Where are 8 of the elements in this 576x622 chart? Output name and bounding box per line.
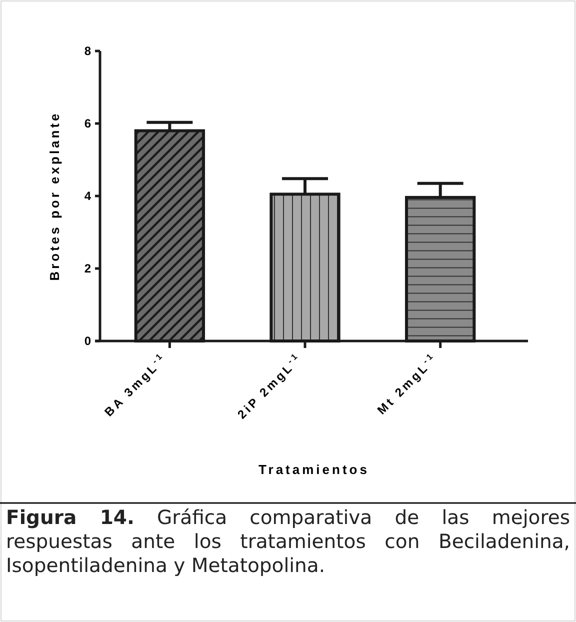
- y-axis-title: Brotes por explante: [47, 111, 62, 281]
- y-tick-label: 6: [84, 116, 92, 131]
- text: Figura 14. Gráfica comparativa de las mejores respuestas ante los tratamientos con Beciladenina, Isopentiladenina y Metatopolina.: [6, 506, 570, 578]
- y-tick-label: 2: [84, 262, 92, 276]
- y-tick-label: 0: [84, 334, 92, 348]
- y-tick-label: 4: [84, 189, 92, 204]
- x-axis-title: Tratamientos: [258, 462, 370, 477]
- y-tick-label: 8: [84, 44, 92, 58]
